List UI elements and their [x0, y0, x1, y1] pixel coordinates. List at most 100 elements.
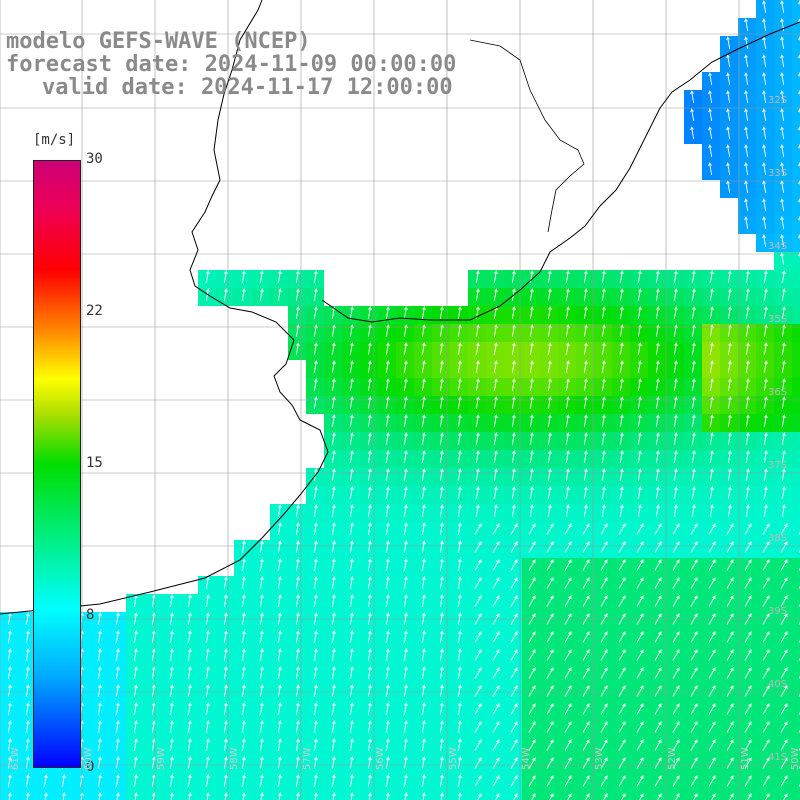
wind-arrow — [600, 541, 608, 553]
wind-arrow — [205, 594, 210, 608]
wind-arrow — [25, 666, 30, 680]
wind-arrow — [780, 775, 788, 787]
wind-arrow — [726, 72, 731, 86]
wind-arrow — [690, 90, 695, 104]
wind-arrow — [97, 756, 102, 770]
wind-arrow — [421, 684, 426, 698]
wind-arrow — [475, 342, 480, 356]
longitude-label: 61W — [10, 747, 21, 770]
wind-arrow — [744, 144, 749, 158]
wind-arrow — [277, 774, 282, 788]
wind-arrow — [492, 541, 500, 553]
wind-arrow — [313, 720, 318, 734]
wind-arrow — [529, 504, 534, 518]
wind-arrow — [636, 739, 644, 751]
wind-cell — [792, 306, 800, 324]
wind-arrow — [763, 360, 768, 374]
wind-cell — [18, 792, 36, 800]
wind-arrow — [780, 631, 788, 643]
wind-arrow — [619, 378, 624, 392]
wind-arrow — [367, 468, 372, 482]
wind-arrow — [133, 684, 138, 698]
wind-arrow — [528, 685, 536, 697]
wind-arrow — [619, 432, 624, 446]
wind-arrow — [601, 396, 606, 410]
wind-cell — [792, 324, 800, 342]
wind-arrow — [546, 631, 554, 643]
wind-arrow — [259, 630, 264, 644]
wind-arrow — [762, 18, 767, 32]
wind-arrow — [583, 306, 588, 320]
wind-arrow — [726, 757, 734, 769]
wind-arrow — [655, 504, 660, 518]
wind-arrow — [780, 739, 788, 751]
wind-arrow — [582, 595, 590, 607]
wind-arrow — [619, 270, 624, 284]
wind-arrow — [421, 594, 426, 608]
wind-arrow — [690, 775, 698, 787]
wind-arrow — [726, 36, 731, 50]
wind-cell — [612, 792, 630, 800]
wind-arrow — [495, 793, 500, 800]
wind-arrow — [672, 523, 680, 535]
longitude-label: 50W — [790, 747, 800, 770]
wind-arrow — [115, 630, 120, 644]
wind-arrow — [259, 558, 264, 572]
wind-arrow — [314, 792, 318, 800]
wind-arrow — [781, 450, 786, 464]
wind-arrow — [349, 342, 354, 356]
wind-cell — [792, 144, 800, 162]
wind-arrow — [691, 306, 696, 320]
wind-arrow — [781, 504, 786, 518]
wind-arrow — [241, 288, 246, 302]
wind-arrow — [600, 721, 608, 733]
wind-arrow — [440, 792, 444, 800]
wind-arrow — [690, 126, 695, 140]
wind-arrow — [421, 432, 426, 446]
wind-arrow — [780, 667, 788, 679]
wind-arrow — [25, 738, 30, 752]
wind-arrow — [636, 757, 644, 769]
wind-arrow — [368, 792, 372, 800]
wind-arrow — [547, 378, 552, 392]
wind-arrow — [762, 126, 767, 140]
wind-arrow — [205, 720, 210, 734]
wind-cell — [90, 792, 108, 800]
wind-cell — [792, 576, 800, 594]
wind-arrow — [582, 577, 590, 589]
wind-arrow — [765, 793, 770, 800]
wind-arrow — [7, 666, 12, 680]
wind-arrow — [295, 504, 300, 518]
wind-cell — [792, 342, 800, 360]
wind-arrow — [781, 378, 786, 392]
wind-arrow — [745, 306, 750, 320]
wind-arrow — [439, 666, 444, 680]
wind-arrow — [331, 414, 336, 428]
wind-arrow — [474, 703, 482, 715]
wind-arrow — [188, 792, 192, 800]
wind-arrow — [115, 648, 120, 662]
wind-arrow — [367, 738, 372, 752]
wind-arrow — [636, 649, 644, 661]
wind-arrow — [654, 559, 662, 571]
wind-arrow — [529, 396, 534, 410]
wind-arrow — [385, 360, 390, 374]
wind-arrow — [115, 738, 120, 752]
wind-arrow — [637, 450, 642, 464]
wind-arrow — [762, 108, 767, 122]
wind-arrow — [690, 667, 698, 679]
wind-arrow — [403, 414, 408, 428]
wind-arrow — [385, 648, 390, 662]
wind-arrow — [367, 378, 372, 392]
wind-arrow — [673, 504, 678, 518]
wind-arrow — [762, 0, 767, 14]
wind-arrow — [726, 90, 731, 104]
wind-arrow — [547, 414, 552, 428]
wind-arrow — [618, 631, 626, 643]
wind-arrow — [385, 432, 390, 446]
wind-arrow — [385, 468, 390, 482]
wind-arrow — [781, 306, 786, 320]
wind-cell — [792, 666, 800, 684]
wind-arrow — [546, 595, 554, 607]
wind-arrow — [457, 756, 462, 770]
